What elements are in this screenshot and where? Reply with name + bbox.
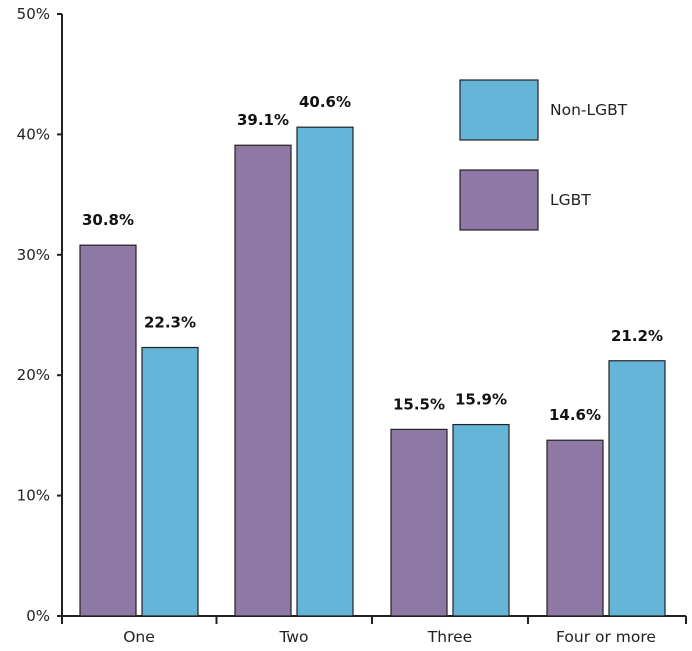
data-label: 15.9% bbox=[455, 391, 507, 409]
y-tick-label: 30% bbox=[17, 246, 50, 264]
x-category-label: Four or more bbox=[556, 628, 656, 646]
data-label: 15.5% bbox=[393, 395, 445, 413]
y-tick-label: 0% bbox=[26, 607, 50, 625]
x-category-label: Three bbox=[427, 628, 472, 646]
legend-swatch-lgbt bbox=[459, 169, 539, 231]
legend-swatch-non-lgbt bbox=[459, 79, 539, 141]
bar-non-lgbt-0 bbox=[141, 346, 199, 617]
data-label: 40.6% bbox=[299, 93, 351, 111]
bar-non-lgbt-2 bbox=[452, 423, 510, 617]
bar-non-lgbt-1 bbox=[296, 126, 354, 617]
x-category-label: Two bbox=[278, 628, 308, 646]
data-labels: 30.8% 39.1% 15.5% 14.6% 22.3% 40.6% 15.9% 21.2% bbox=[82, 93, 663, 424]
legend: Non-LGBT LGBT bbox=[459, 79, 628, 231]
y-tick-label: 10% bbox=[17, 487, 50, 505]
data-label: 21.2% bbox=[611, 327, 663, 345]
bar-non-lgbt-3 bbox=[608, 360, 666, 617]
bar-lgbt-1 bbox=[234, 144, 292, 617]
y-axis: 0% 10% 20% 30% 40% 50% bbox=[17, 5, 63, 625]
data-label: 30.8% bbox=[82, 211, 134, 229]
legend-label: LGBT bbox=[550, 191, 591, 209]
x-category-label: One bbox=[123, 628, 155, 646]
y-tick-label: 50% bbox=[17, 5, 50, 23]
legend-label: Non-LGBT bbox=[550, 101, 628, 119]
data-label: 22.3% bbox=[144, 314, 196, 332]
y-tick-label: 40% bbox=[17, 125, 50, 143]
bar-lgbt-3 bbox=[546, 439, 604, 617]
bars bbox=[79, 126, 666, 617]
x-axis: One Two Three Four or more bbox=[61, 615, 687, 646]
y-tick-label: 20% bbox=[17, 366, 50, 384]
data-label: 39.1% bbox=[237, 111, 289, 129]
bar-lgbt-0 bbox=[79, 244, 137, 617]
data-label: 14.6% bbox=[549, 406, 601, 424]
bar-lgbt-2 bbox=[390, 428, 448, 617]
